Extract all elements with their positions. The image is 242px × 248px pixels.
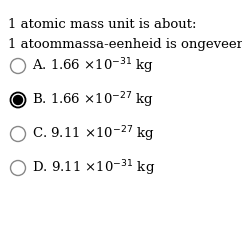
Text: B. 1.66 ×10$^{-27}$ kg: B. 1.66 ×10$^{-27}$ kg: [32, 90, 154, 110]
Circle shape: [14, 95, 23, 104]
Text: C. 9.11 ×10$^{-27}$ kg: C. 9.11 ×10$^{-27}$ kg: [32, 124, 155, 144]
Text: 1 atomic mass unit is about:: 1 atomic mass unit is about:: [8, 18, 197, 31]
Text: D. 9.11 ×10$^{-31}$ kg: D. 9.11 ×10$^{-31}$ kg: [32, 158, 155, 178]
Text: A. 1.66 ×10$^{-31}$ kg: A. 1.66 ×10$^{-31}$ kg: [32, 56, 154, 76]
Text: 1 atoommassa-eenheid is ongeveer:: 1 atoommassa-eenheid is ongeveer:: [8, 38, 242, 51]
